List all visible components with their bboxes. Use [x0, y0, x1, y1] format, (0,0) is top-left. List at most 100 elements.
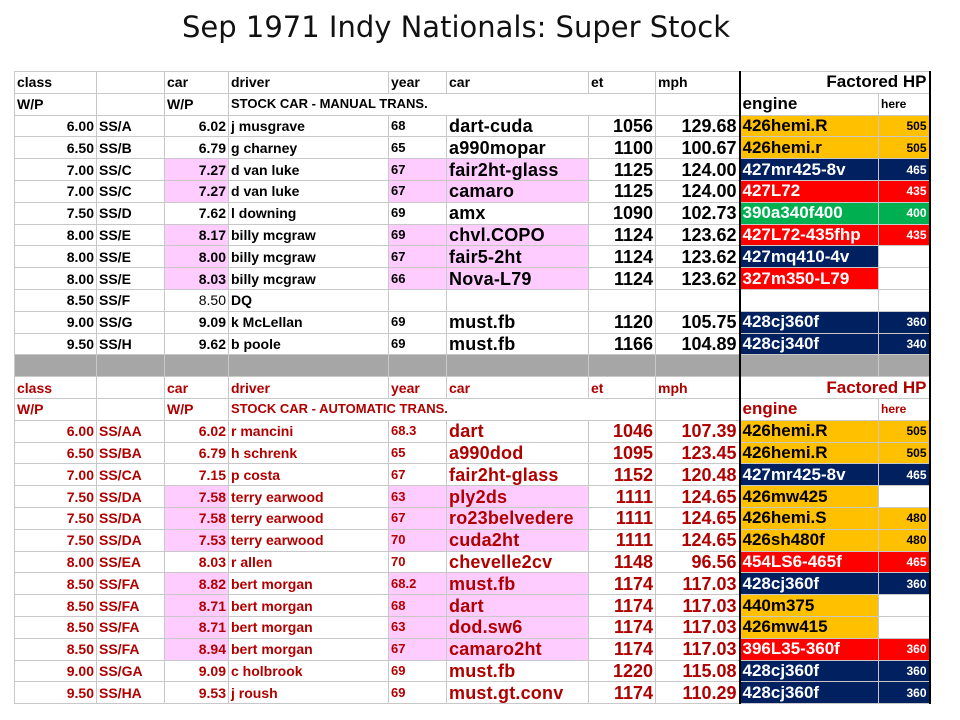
weight-power: 6.02 — [164, 114, 229, 138]
class-name: SS/FA — [96, 594, 165, 617]
engine-code — [738, 288, 879, 312]
header-car: car — [164, 71, 229, 94]
driver-name: c holbrook — [228, 659, 389, 683]
class-index: 7.00 — [14, 158, 97, 181]
model-year: 68.3 — [388, 419, 447, 443]
class-name: SS/GA — [96, 659, 165, 683]
car-model: chvl.COPO — [446, 223, 589, 247]
elapsed-time: 1174 — [588, 615, 656, 639]
class-name: SS/DA — [96, 485, 165, 508]
driver-name: r allen — [228, 550, 389, 574]
engine-code: 428cj360f — [738, 572, 879, 596]
header-here: here — [877, 397, 931, 421]
engine-code: 426hemi.S — [738, 506, 879, 530]
speed-mph: 129.68 — [655, 114, 740, 138]
class-name: SS/F — [96, 288, 165, 312]
elapsed-time: 1152 — [588, 463, 656, 487]
class-index: 8.00 — [14, 223, 97, 247]
factored-hp: 465 — [877, 550, 931, 574]
table-row: 8.50 SS/FA 8.71 bert morgan 63 dod.sw6 1174 117… — [14, 615, 931, 639]
speed-mph: 124.65 — [655, 528, 740, 552]
engine-code: 426hemi.R — [738, 114, 879, 138]
header-class: class — [14, 71, 97, 94]
elapsed-time: 1174 — [588, 594, 656, 617]
model-year: 67 — [388, 179, 447, 203]
car-model: fair5-2ht — [446, 245, 589, 269]
driver-name: DQ — [228, 288, 389, 312]
engine-code: 396L35-360f — [738, 637, 879, 661]
model-year: 70 — [388, 550, 447, 574]
separator-cell — [738, 354, 879, 378]
speed-mph: 104.89 — [655, 332, 740, 356]
speed-mph: 115.08 — [655, 659, 740, 683]
speed-mph: 123.62 — [655, 223, 740, 247]
driver-name: terry earwood — [228, 528, 389, 552]
speed-mph: 123.45 — [655, 441, 740, 465]
factored-hp: 465 — [877, 463, 931, 487]
weight-power: 7.15 — [164, 463, 229, 487]
driver-name: bert morgan — [228, 594, 389, 617]
model-year: 68 — [388, 114, 447, 138]
class-name: SS/E — [96, 223, 165, 247]
driver-name: j musgrave — [228, 114, 389, 138]
factored-hp: 505 — [877, 114, 931, 138]
factored-hp: 505 — [877, 441, 931, 465]
model-year: 67 — [388, 158, 447, 181]
class-index: 8.00 — [14, 550, 97, 574]
speed-mph: 107.39 — [655, 419, 740, 443]
elapsed-time: 1174 — [588, 637, 656, 661]
car-model: must.fb — [446, 659, 589, 683]
model-year: 67 — [388, 463, 447, 487]
header-engine: engine — [738, 397, 879, 421]
driver-name: bert morgan — [228, 637, 389, 661]
table-row: 7.50 SS/DA 7.58 terry earwood 67 ro23belveder… — [14, 506, 931, 530]
factored-hp — [877, 615, 931, 639]
weight-power: 8.00 — [164, 245, 229, 269]
separator-cell — [388, 354, 447, 378]
header-et: et — [588, 71, 656, 94]
speed-mph: 117.03 — [655, 594, 740, 617]
class-name: SS/A — [96, 114, 165, 138]
model-year: 69 — [388, 310, 447, 334]
class-index: 8.00 — [14, 245, 97, 269]
class-index: 8.50 — [14, 288, 97, 312]
factored-hp: 465 — [877, 158, 931, 181]
results-table-body: class car driver year car et mph Factored HP W/P… — [14, 71, 931, 705]
table-row: 9.00 SS/GA 9.09 c holbrook 69 must.fb 1220 115.… — [14, 659, 931, 683]
speed-mph: 110.29 — [655, 681, 740, 705]
engine-code: 427L72-435fhp — [738, 223, 879, 247]
class-index: 6.00 — [14, 419, 97, 443]
header-factored-hp: Factored HP — [738, 71, 931, 94]
factored-hp: 360 — [877, 659, 931, 683]
speed-mph: 123.62 — [655, 245, 740, 269]
header-class: class — [14, 376, 97, 399]
table-row: 7.00 SS/C 7.27 d van luke 67 camaro 1125 124.00… — [14, 179, 931, 203]
speed-mph: 124.65 — [655, 506, 740, 530]
car-model: dart — [446, 419, 589, 443]
table-row: 8.50 SS/FA 8.71 bert morgan 68 dart 1174 117.03… — [14, 594, 931, 617]
class-name: SS/DA — [96, 528, 165, 552]
car-model: dart — [446, 594, 589, 617]
speed-mph: 123.62 — [655, 267, 740, 290]
header-row: class car driver year car et mph Factored HP — [14, 71, 931, 94]
driver-name: d van luke — [228, 158, 389, 181]
table-row: 7.50 SS/D 7.62 l downing 69 amx 1090 102.73 390a… — [14, 201, 931, 225]
driver-name: terry earwood — [228, 485, 389, 508]
driver-name: p costa — [228, 463, 389, 487]
elapsed-time: 1120 — [588, 310, 656, 334]
class-name: SS/AA — [96, 419, 165, 443]
header-empty — [96, 92, 165, 116]
engine-code: 427mr425-8v — [738, 158, 879, 181]
factored-hp: 360 — [877, 572, 931, 596]
elapsed-time: 1090 — [588, 201, 656, 225]
class-index: 8.00 — [14, 267, 97, 290]
class-index: 8.50 — [14, 637, 97, 661]
elapsed-time — [588, 288, 656, 312]
car-model: a990mopar — [446, 136, 589, 160]
model-year: 69 — [388, 332, 447, 356]
model-year: 69 — [388, 223, 447, 247]
factored-hp: 435 — [877, 179, 931, 203]
car-model: chevelle2cv — [446, 550, 589, 574]
weight-power: 9.09 — [164, 310, 229, 334]
class-name: SS/H — [96, 332, 165, 356]
